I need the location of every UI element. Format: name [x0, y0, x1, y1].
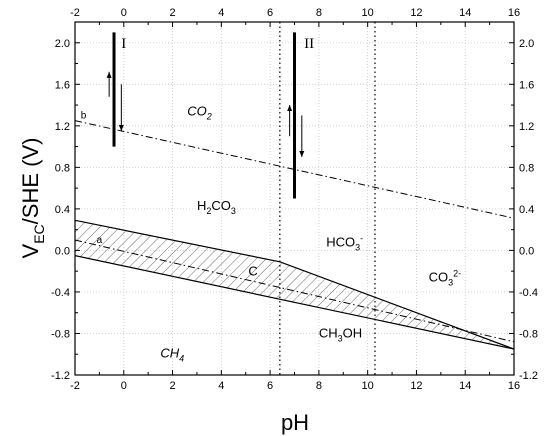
- y-axis-title-sub: EC: [31, 224, 47, 243]
- x-tick-label-top: 16: [508, 7, 520, 19]
- region-label-part: CO: [429, 270, 449, 285]
- y-tick-label-left: 0.0: [55, 245, 70, 257]
- region-label: HCO3-: [326, 233, 363, 252]
- region-label: CH4: [160, 345, 184, 363]
- y-tick-label-right: -1.2: [519, 370, 538, 382]
- x-tick-label-top: 4: [218, 7, 224, 19]
- y-tick-label-right: 1.2: [519, 121, 534, 133]
- y-tick-label-left: 1.6: [55, 79, 70, 91]
- y-tick-label-right: 2.0: [519, 38, 534, 50]
- y-tick-label-right: 0.8: [519, 162, 534, 174]
- region-label: CO32-: [429, 269, 462, 288]
- data-lines: [75, 22, 514, 375]
- x-tick-label-bottom: 14: [459, 380, 471, 392]
- x-tick-label-bottom: 10: [362, 380, 374, 392]
- x-tick-label-bottom: 0: [121, 380, 127, 392]
- x-tick-label-bottom: 16: [508, 380, 520, 392]
- x-tick-label-top: 2: [169, 7, 175, 19]
- x-tick-label-bottom: 12: [410, 380, 422, 392]
- region-label-part: 2-: [453, 269, 461, 279]
- y-tick-label-left: 1.2: [55, 121, 70, 133]
- line-b: [75, 120, 514, 219]
- region-label-part: 3: [338, 334, 343, 344]
- x-axis-title: pH: [281, 410, 309, 435]
- x-tick-label-top: 0: [121, 7, 127, 19]
- region-label-part: CH: [319, 326, 338, 341]
- x-tick-label-bottom: 6: [267, 380, 273, 392]
- arrow-head: [118, 125, 124, 132]
- y-tick-label-left: 0.4: [55, 204, 70, 216]
- label-b: b: [81, 111, 87, 122]
- y-tick-label-right: 1.6: [519, 79, 534, 91]
- y-axis-title: VEC/SHE (V): [18, 138, 47, 259]
- label-ii: II: [304, 36, 314, 52]
- x-tick-label-top: 8: [316, 7, 322, 19]
- y-tick-label-right: 0.4: [519, 204, 534, 216]
- region-label: CH3OH: [319, 326, 362, 344]
- region-label-part: H: [197, 198, 206, 213]
- region-label-part: CH: [160, 345, 179, 360]
- x-tick-label-top: 12: [410, 7, 422, 19]
- y-tick-label-right: 0.0: [519, 245, 534, 257]
- y-tick-label-left: 0.8: [55, 162, 70, 174]
- lower-band-line: [75, 255, 514, 350]
- label-i: I: [121, 36, 126, 52]
- arrows: [106, 71, 305, 157]
- y-axis-title-rest: /SHE (V): [18, 138, 43, 225]
- region-label-part: 4: [179, 353, 184, 363]
- region-label-part: 3: [448, 278, 453, 288]
- x-tick-label-top: 14: [459, 7, 471, 19]
- axis-ticks: [74, 21, 515, 376]
- x-tick-label-bottom: 2: [169, 380, 175, 392]
- y-tick-label-left: -0.4: [51, 287, 70, 299]
- region-label-part: CO: [211, 198, 231, 213]
- region-label: H2CO3: [197, 198, 236, 216]
- y-tick-label-left: 2.0: [55, 38, 70, 50]
- y-tick-label-right: -0.8: [519, 328, 538, 340]
- arrow-head: [106, 71, 112, 78]
- region-label-part: HCO: [326, 234, 355, 249]
- y-tick-label-right: -0.4: [519, 287, 538, 299]
- region-label-part: 2: [206, 111, 212, 121]
- x-tick-label-top: -2: [70, 7, 80, 19]
- region-label-part: -: [360, 233, 363, 243]
- x-tick-label-top: 10: [362, 7, 374, 19]
- x-tick-label-bottom: -2: [70, 380, 80, 392]
- x-tick-label-top: 6: [267, 7, 273, 19]
- x-tick-label-bottom: 4: [218, 380, 224, 392]
- region-label-part: 3: [231, 206, 236, 216]
- y-tick-label-left: -1.2: [51, 370, 70, 382]
- hatched-band: [75, 220, 514, 350]
- region-label-part: 3: [355, 242, 360, 252]
- region-label: CO2: [187, 103, 212, 121]
- region-label-part: CO: [187, 103, 207, 118]
- line-a: [75, 239, 514, 343]
- y-axis-title-main: V: [18, 243, 43, 258]
- label-c: C: [248, 263, 257, 278]
- x-tick-label-bottom: 8: [316, 380, 322, 392]
- region-label-part: 2: [206, 206, 211, 216]
- arrow-head: [287, 105, 293, 112]
- label-a: a: [97, 235, 103, 246]
- region-label-part: OH: [343, 326, 363, 341]
- arrow-head: [299, 150, 305, 157]
- y-tick-label-left: -0.8: [51, 328, 70, 340]
